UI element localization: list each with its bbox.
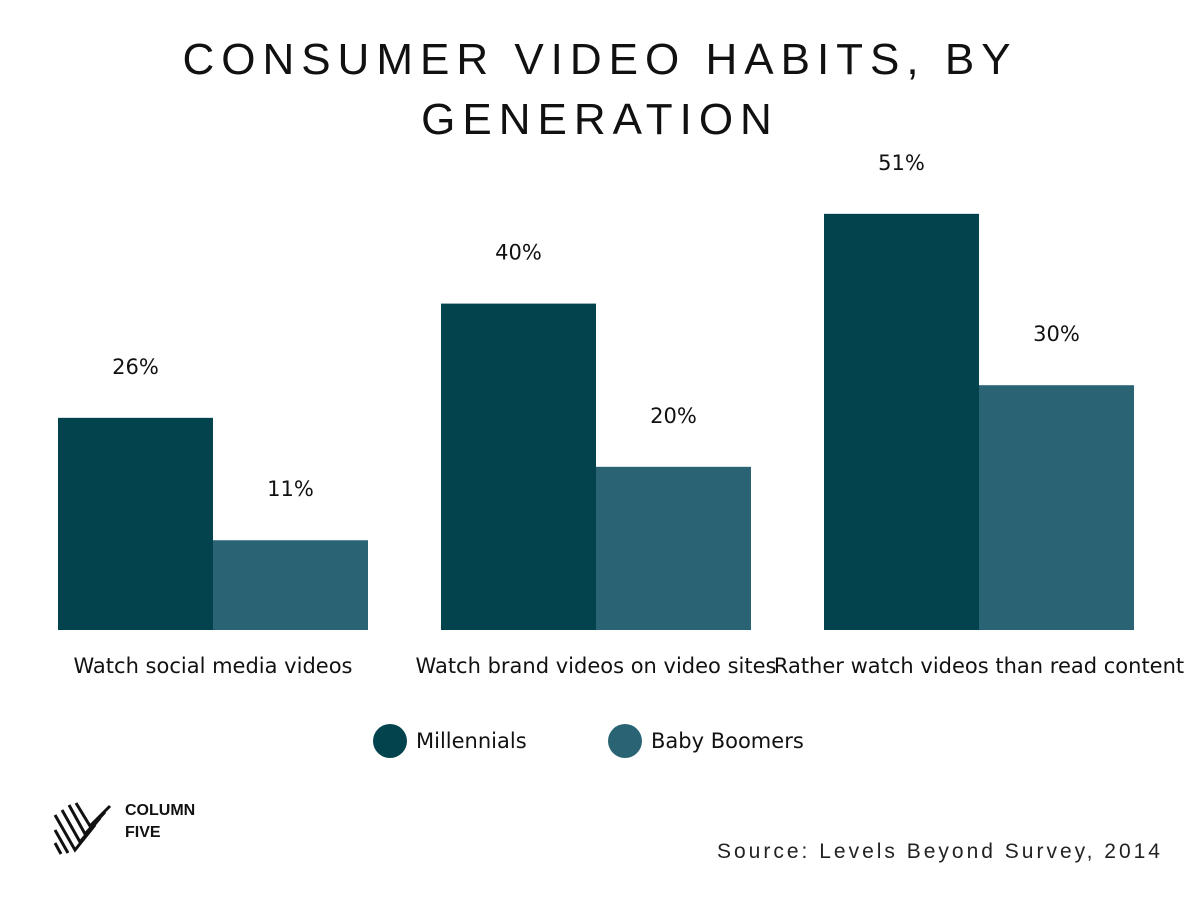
bar [596, 466, 751, 630]
legend-label: Millennials [416, 729, 527, 753]
x-tick-label: Rather watch videos than read content [774, 654, 1184, 678]
data-label: 40% [495, 241, 542, 265]
bar [441, 303, 596, 630]
legend-swatch [373, 724, 407, 758]
source-note: Source: Levels Beyond Survey, 2014 [717, 840, 1163, 863]
data-label: 30% [1033, 322, 1080, 346]
x-tick-label: Watch brand videos on video sites [416, 654, 777, 678]
x-tick-label: Watch social media videos [74, 654, 353, 678]
logo-icon [53, 802, 112, 855]
bar [824, 213, 979, 630]
data-label: 20% [650, 404, 697, 428]
data-label: 26% [112, 355, 159, 379]
bar [979, 385, 1134, 630]
logo-text: COLUMN FIVE [125, 802, 196, 841]
legend-swatch [608, 724, 642, 758]
data-label: 51% [878, 151, 925, 175]
bar [213, 540, 368, 630]
legend-label: Baby Boomers [651, 729, 804, 753]
data-label: 11% [267, 477, 314, 501]
bar [58, 417, 213, 630]
chart-title: CONSUMER VIDEO HABITS, BY GENERATION [182, 35, 1018, 144]
